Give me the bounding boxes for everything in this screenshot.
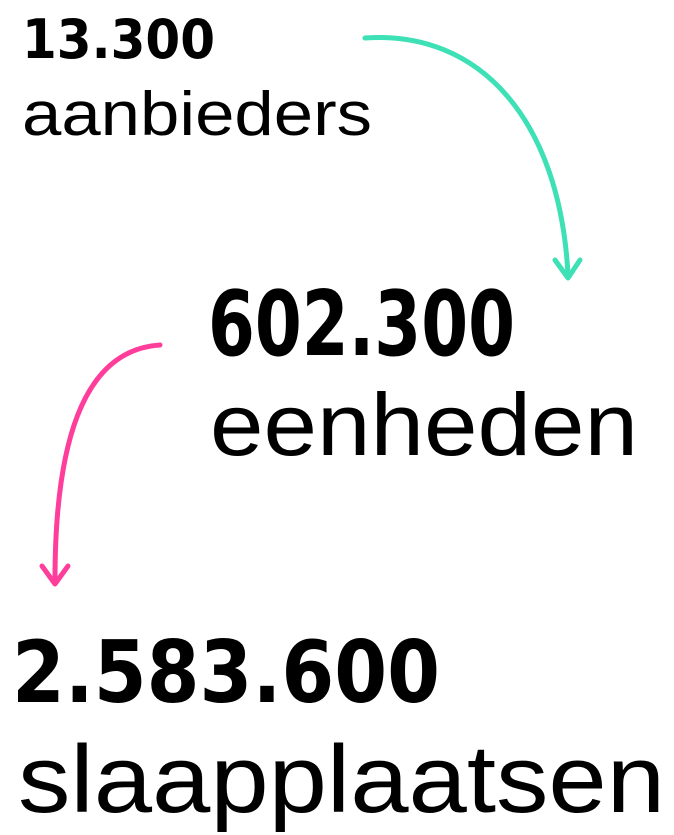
number: 602.300: [208, 272, 515, 377]
arrow-head: [39, 563, 71, 587]
arrow: [52, 342, 163, 583]
label: eenheden: [210, 375, 638, 474]
arrow: [362, 35, 571, 278]
number: 2.583.600: [12, 623, 440, 723]
number: 13.300: [22, 8, 215, 71]
label: slaapplaatsen: [18, 726, 665, 833]
label: aanbieders: [22, 80, 372, 149]
arrow-head: [552, 257, 583, 281]
